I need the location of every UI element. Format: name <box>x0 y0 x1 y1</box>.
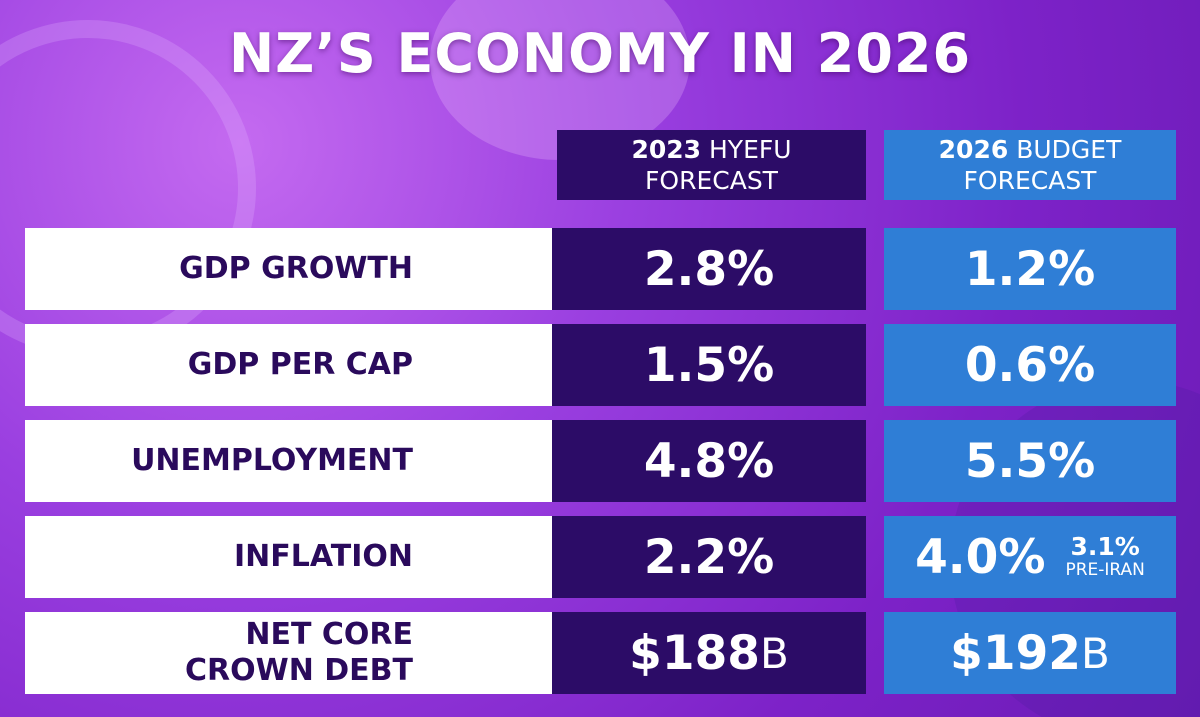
header-name: BUDGET <box>1016 135 1122 164</box>
value-cell: 2.8% <box>552 228 866 310</box>
value-cell: $188 B <box>552 612 866 694</box>
label-line: GDP PER CAP <box>187 347 413 382</box>
title: NZ’S ECONOMY IN 2026 <box>228 22 972 85</box>
row-label: INFLATION <box>25 516 555 598</box>
header-year: 2026 <box>938 135 1009 164</box>
value: 4.8% <box>643 433 775 489</box>
value-cell: 1.2% <box>884 228 1176 310</box>
row-label: NET CORE CROWN DEBT <box>25 612 555 694</box>
note-label: PRE-IRAN <box>1065 560 1145 580</box>
row-label: UNEMPLOYMENT <box>25 420 555 502</box>
value: 0.6% <box>964 337 1096 393</box>
header-name: HYEFU <box>709 135 792 164</box>
value-cell: 4.0% 3.1% PRE-IRAN <box>884 516 1176 598</box>
value-cell: 4.8% <box>552 420 866 502</box>
row-label: GDP GROWTH <box>25 228 555 310</box>
column-header: 2026 BUDGET FORECAST <box>884 130 1176 200</box>
unit: B <box>1080 628 1110 678</box>
header-line: FORECAST <box>963 166 1097 195</box>
header-line: 2023 HYEFU <box>631 134 791 165</box>
value-cell: $192 B <box>884 612 1176 694</box>
value-cell: 2.2% <box>552 516 866 598</box>
value: 2.2% <box>643 529 775 585</box>
header-line: FORECAST <box>645 166 778 195</box>
column-header: 2023 HYEFU FORECAST <box>557 130 866 200</box>
value: 1.2% <box>964 241 1096 297</box>
value-cell: 0.6% <box>884 324 1176 406</box>
value: 4.0% <box>915 529 1046 585</box>
value-cell: 5.5% <box>884 420 1176 502</box>
value: 5.5% <box>964 433 1096 489</box>
label-line: GDP GROWTH <box>179 251 413 286</box>
value: $192 <box>950 625 1081 681</box>
header-year: 2023 <box>631 135 702 164</box>
unit: B <box>759 628 789 678</box>
label-line: NET CORE <box>245 617 413 652</box>
label-line: INFLATION <box>233 539 413 574</box>
note-value: 3.1% <box>1070 532 1140 561</box>
label-line: UNEMPLOYMENT <box>131 443 413 478</box>
value: 1.5% <box>643 337 775 393</box>
value: $188 <box>629 625 760 681</box>
row-label: GDP PER CAP <box>25 324 555 406</box>
label-line: CROWN DEBT <box>185 653 413 688</box>
value-cell: 1.5% <box>552 324 866 406</box>
note: 3.1% PRE-IRAN <box>1065 532 1145 581</box>
value: 2.8% <box>643 241 775 297</box>
header-line: 2026 BUDGET <box>939 134 1122 165</box>
